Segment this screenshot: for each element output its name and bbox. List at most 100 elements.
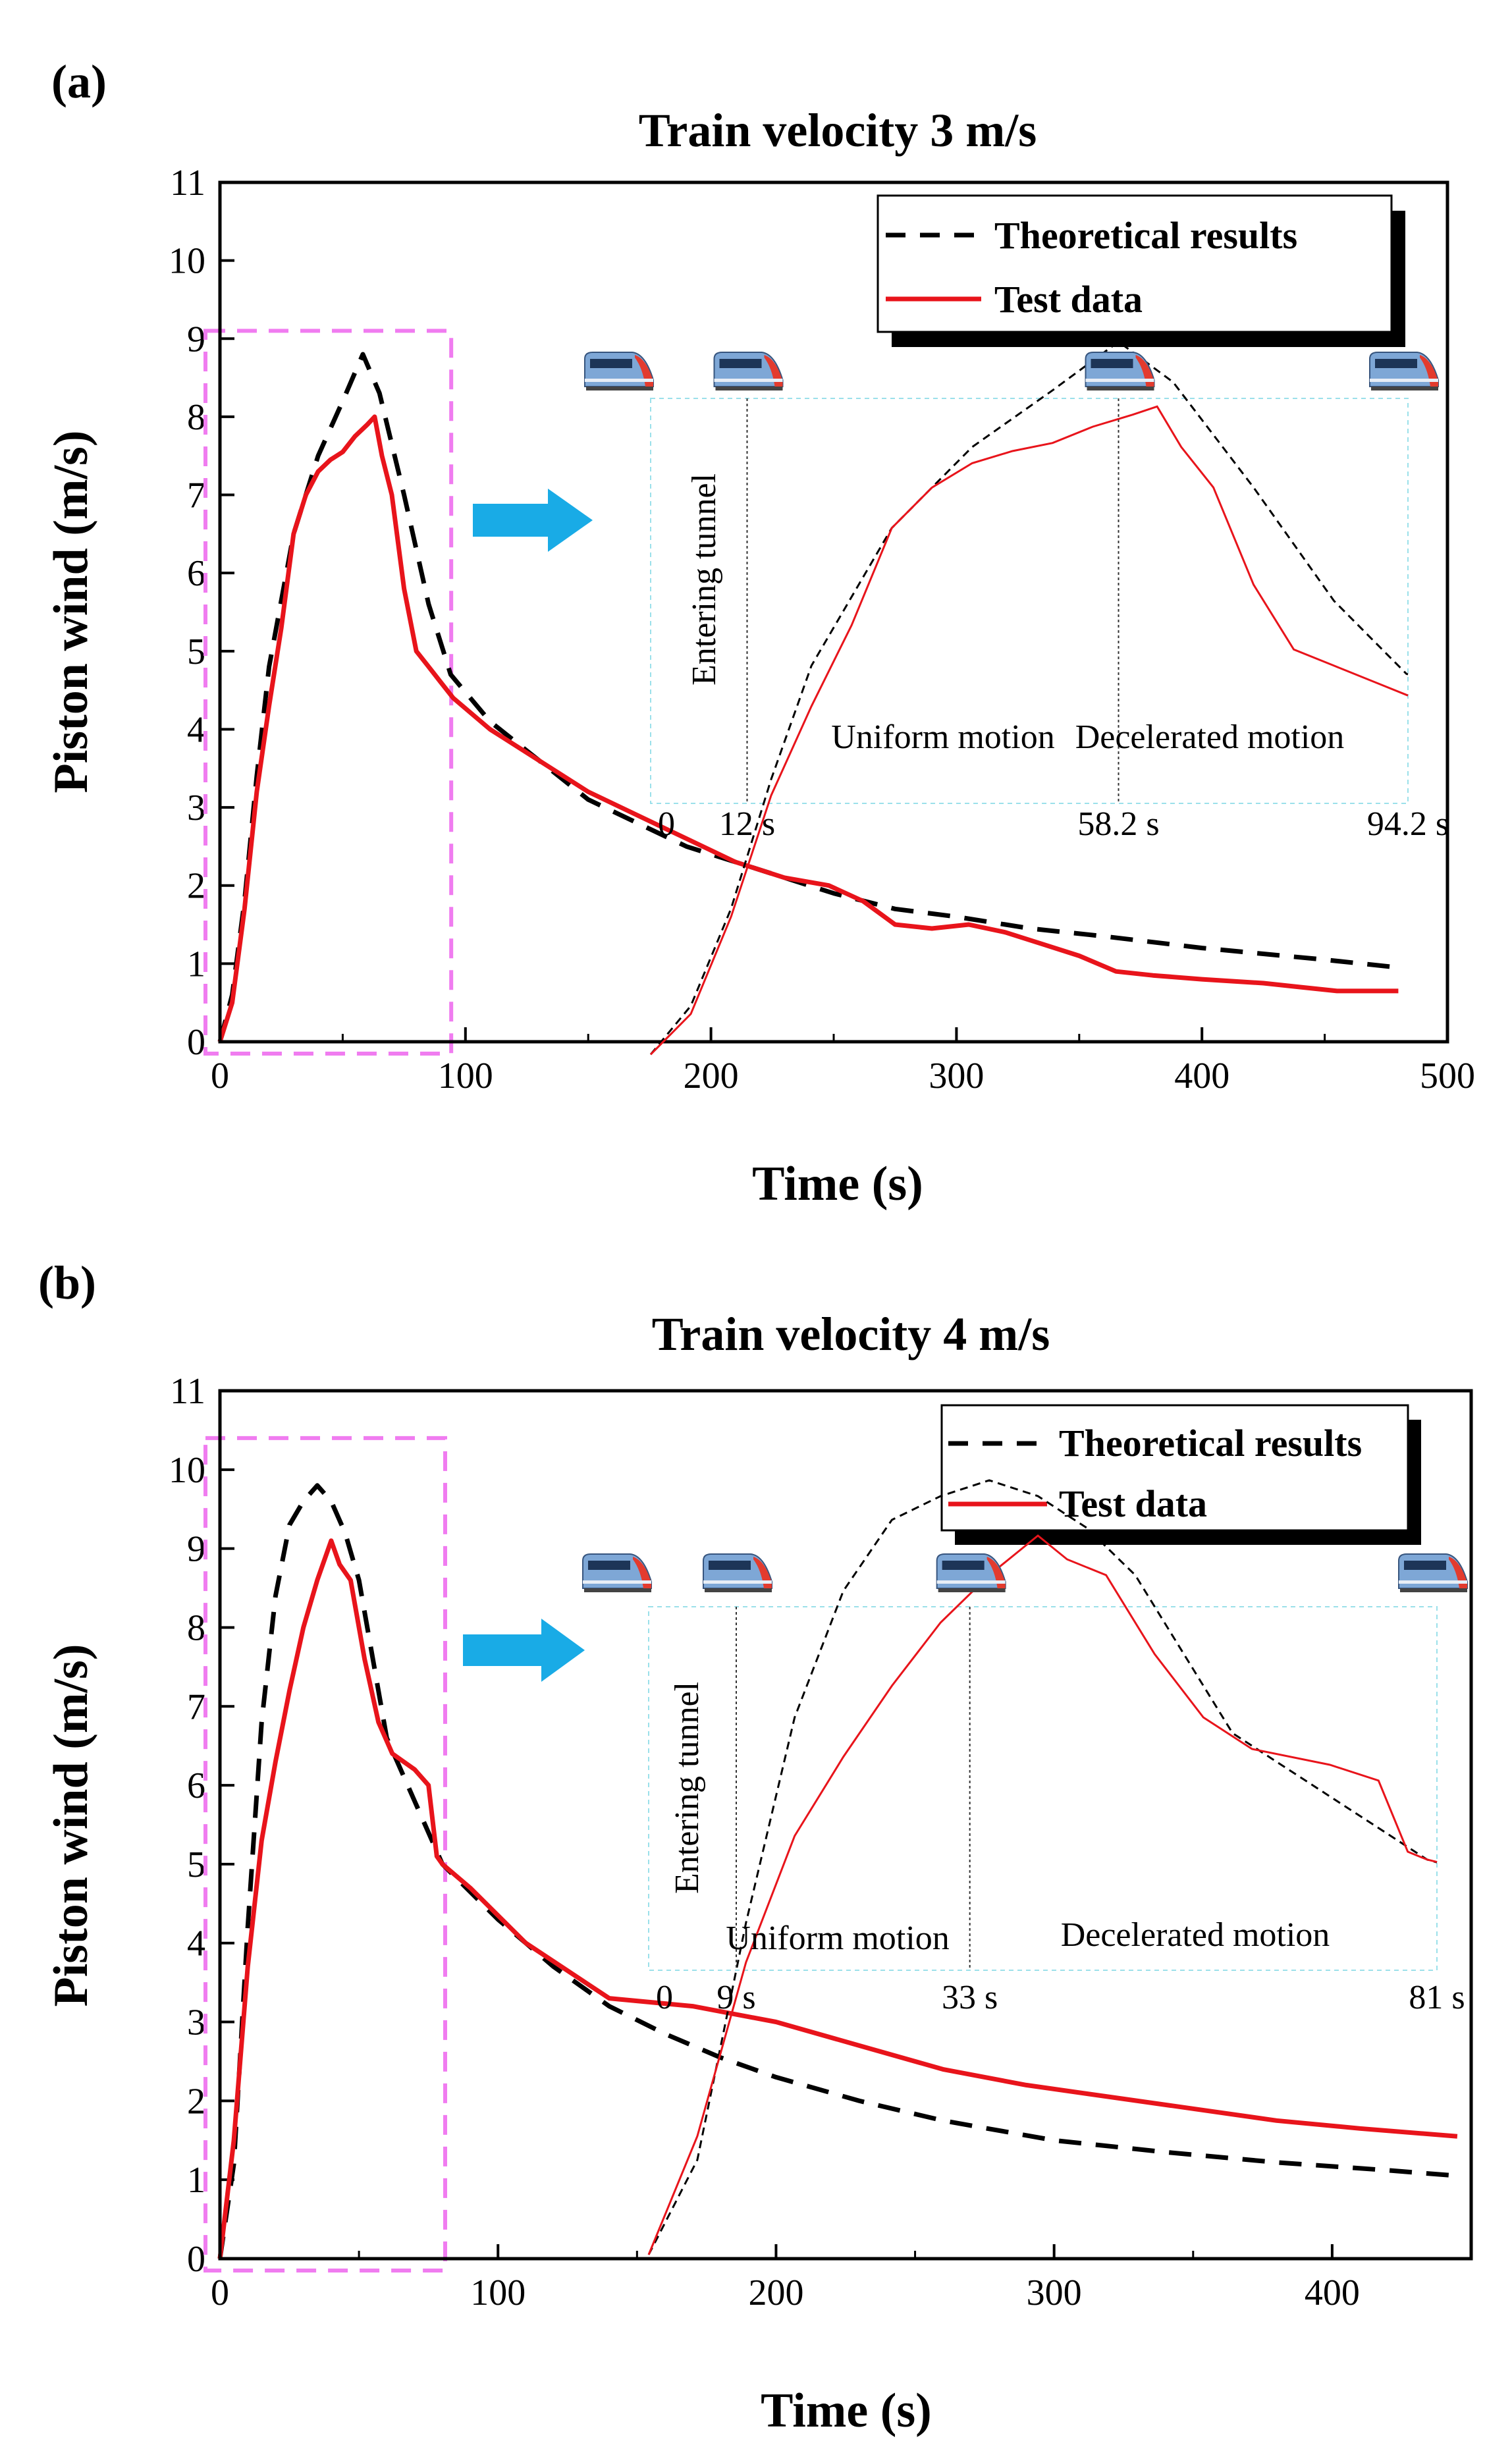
x-tick-label: 400	[1174, 1056, 1229, 1096]
inset-test-line	[647, 1534, 1438, 2255]
zoom-rectangle	[203, 329, 454, 1056]
legend-box	[940, 1404, 1409, 1532]
y-tick-label: 5	[187, 1844, 205, 1885]
theory-line	[217, 1483, 1458, 2259]
inset-tick-label: 94.2 s	[1367, 805, 1449, 843]
train-icon	[582, 1553, 652, 1592]
inset-tick-label: 81 s	[1409, 1979, 1465, 2016]
inset-theory-line	[647, 1479, 1438, 2255]
x-tick-label: 0	[211, 2272, 229, 2313]
train-icon	[1398, 1553, 1468, 1592]
chart-title: Train velocity 4 m/s	[652, 1308, 1050, 1360]
legend: Theoretical results Test data	[940, 1404, 1421, 1545]
y-axis-label: Piston wind (m/s)	[44, 431, 98, 793]
y-tick-label: 6	[187, 1765, 205, 1806]
legend-theory-label: Theoretical results	[1059, 1422, 1362, 1465]
phase-label-uniform: Uniform motion	[726, 1920, 949, 1957]
x-tick-label: 300	[1027, 2272, 1082, 2313]
legend: Theoretical results Test data	[877, 194, 1405, 347]
y-tick-label: 11	[170, 1371, 205, 1412]
inset-frame	[650, 398, 1409, 804]
legend-theory-label: Theoretical results	[994, 214, 1297, 257]
panel-label: (b)	[38, 1256, 96, 1309]
phase-label-uniform: Uniform motion	[831, 718, 1054, 756]
y-tick-label: 8	[187, 1607, 205, 1648]
train-icon	[713, 352, 784, 390]
x-tick-label: 0	[211, 1056, 229, 1096]
y-tick-label: 10	[169, 1450, 205, 1491]
zoom-box	[203, 329, 454, 1056]
chart-title: Train velocity 3 m/s	[639, 104, 1037, 157]
y-tick-label: 9	[187, 1529, 205, 1570]
inset-frame	[648, 1606, 1438, 1971]
inset-tick-label: 58.2 s	[1077, 805, 1159, 843]
y-tick-label: 0	[187, 2239, 205, 2280]
inset-tick-label: 0	[658, 805, 675, 843]
panel-a: (a) Train velocity 3 m/s 0 100 200 300 400 50…	[44, 55, 1475, 1211]
y-tick-label: 4	[187, 709, 205, 750]
test-series	[217, 414, 1399, 1043]
y-tick-label: 7	[187, 475, 205, 516]
y-tick-label: 4	[187, 1923, 205, 1964]
inset: 0 9 s 33 s 81 s Entering tunnel Uniform mot…	[582, 1479, 1468, 2255]
train-icon	[1369, 352, 1439, 390]
tick-labels: 0 100 200 300 400 500 0 1 2 3 4 5 6 7 8 9 10 11	[169, 163, 1475, 1096]
legend-test-label: Test data	[994, 278, 1143, 321]
y-tick-label: 5	[187, 632, 205, 672]
tick-labels: 0 100 200 300 400 0 1 2 3 4 5 6 7 8 9 10 11	[169, 1371, 1360, 2313]
train-icon	[703, 1553, 772, 1592]
inset-tick-label: 12 s	[719, 805, 775, 843]
y-tick-label: 3	[187, 2003, 205, 2043]
panel-b: (b) Train velocity 4 m/s 0 100 200 300 40001…	[38, 1256, 1473, 2438]
y-tick-label: 3	[187, 788, 205, 828]
inset-tick-label: 9 s	[716, 1979, 755, 2016]
entering-tunnel-label: Entering tunnel	[686, 473, 723, 686]
train-icon	[936, 1553, 1006, 1592]
x-tick-label: 200	[684, 1056, 739, 1096]
train-icon	[584, 352, 654, 390]
inset: 0 12 s 58.2 s 94.2 s Entering tunnel Unifor…	[584, 340, 1449, 1056]
inset-tick-label: 0	[656, 1979, 673, 2016]
y-tick-label: 2	[187, 2081, 205, 2122]
plot-frame	[218, 180, 1449, 1044]
x-tick-label: 300	[929, 1056, 984, 1096]
x-tick-label: 500	[1420, 1056, 1475, 1096]
legend-test-label: Test data	[1059, 1482, 1207, 1525]
inset-theory-line	[649, 340, 1409, 1056]
y-tick-label: 1	[187, 2160, 205, 2201]
theory-series	[217, 1483, 1458, 2259]
y-tick-label: 11	[170, 163, 205, 203]
train-icon	[1085, 352, 1155, 390]
arrow-right-icon	[463, 1619, 585, 1682]
legend-box	[877, 194, 1393, 333]
y-tick-label: 10	[169, 241, 205, 282]
x-tick-label: 100	[470, 2272, 526, 2313]
arrow-right-icon	[473, 489, 593, 552]
x-axis-label: Time (s)	[761, 2384, 932, 2438]
test-line	[217, 1538, 1458, 2259]
y-tick-label: 6	[187, 553, 205, 594]
panel-label: (a)	[51, 55, 107, 108]
x-tick-label: 400	[1305, 2272, 1360, 2313]
y-tick-label: 0	[187, 1022, 205, 1063]
y-tick-label: 7	[187, 1686, 205, 1727]
inset-test-line	[649, 405, 1409, 1056]
y-tick-label: 9	[187, 319, 205, 360]
y-tick-label: 8	[187, 397, 205, 438]
theory-series	[217, 352, 1399, 1042]
theory-line	[217, 352, 1399, 1042]
x-tick-label: 200	[748, 2272, 803, 2313]
phase-label-decelerated: Decelerated motion	[1075, 718, 1345, 756]
inset-tick-label: 33 s	[942, 1979, 998, 2016]
phase-label-decelerated: Decelerated motion	[1061, 1916, 1330, 1954]
y-tick-label: 1	[187, 944, 205, 984]
entering-tunnel-label: Entering tunnel	[668, 1682, 706, 1894]
test-line	[217, 414, 1399, 1043]
plot-frame	[218, 1389, 1473, 2261]
y-tick-label: 2	[187, 866, 205, 907]
x-tick-label: 100	[438, 1056, 493, 1096]
y-axis-label: Piston wind (m/s)	[44, 1644, 98, 2007]
x-axis-label: Time (s)	[752, 1157, 923, 1211]
test-series	[217, 1538, 1458, 2259]
